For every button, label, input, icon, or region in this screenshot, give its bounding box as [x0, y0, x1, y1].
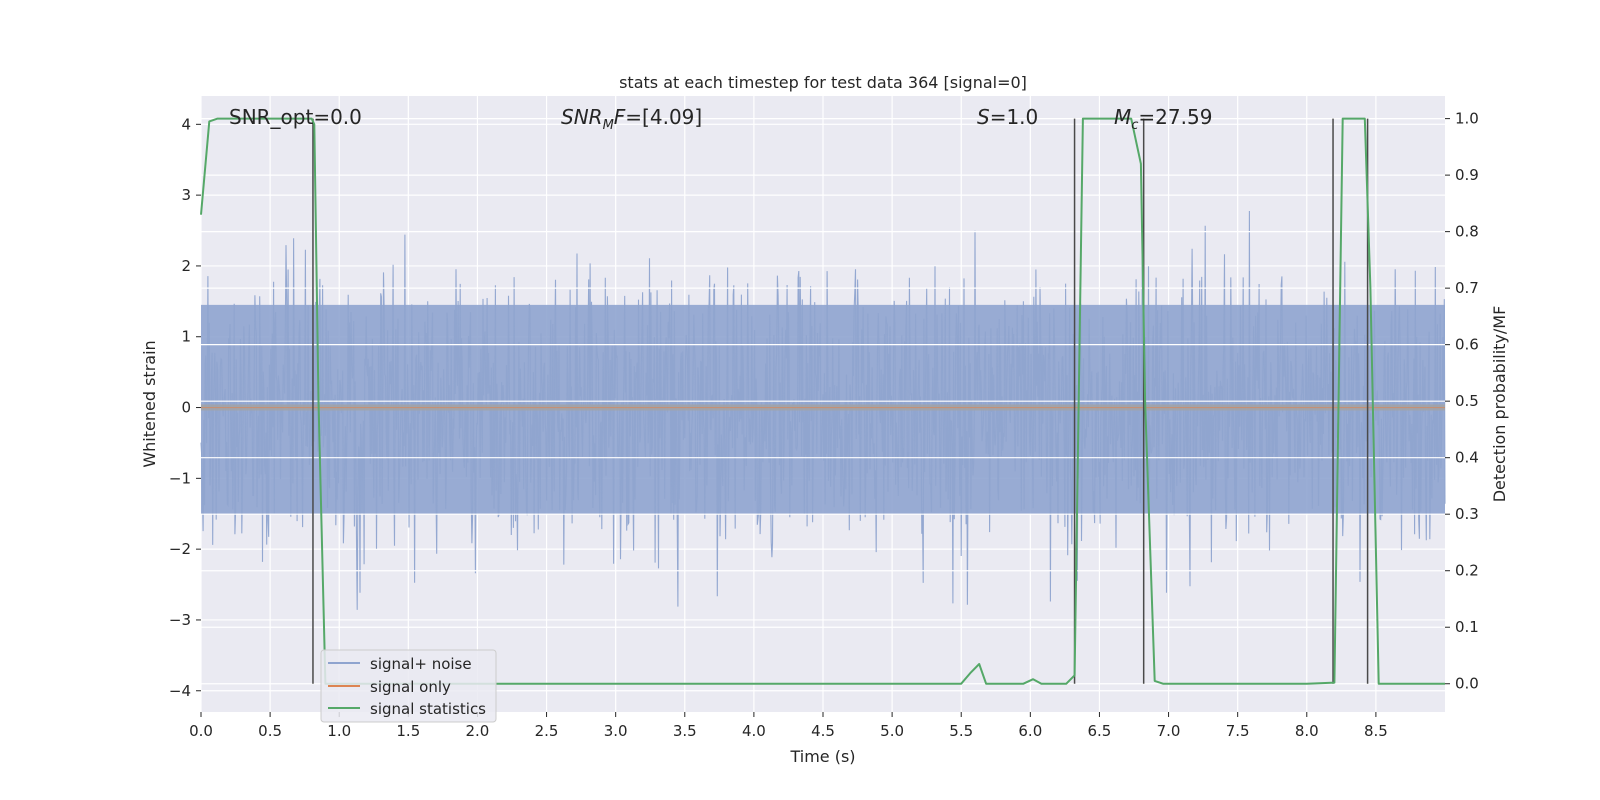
y-tick-label-right: 0.3 [1455, 505, 1479, 523]
x-tick-label: 0.5 [258, 722, 282, 740]
annotation-snr-mf-prefix: SNR [561, 105, 603, 129]
legend-label-signal-noise: signal+ noise [370, 655, 472, 673]
x-tick-label: 7.5 [1226, 722, 1250, 740]
y-tick-label-right: 0.7 [1455, 279, 1479, 297]
x-tick-label: 3.0 [604, 722, 628, 740]
y-tick-label-right: 0.2 [1455, 562, 1479, 580]
legend: signal+ noise signal only signal statist… [320, 649, 497, 723]
y-axis-label-right: Detection probability/MF [1490, 306, 1509, 503]
x-tick-label: 8.0 [1295, 722, 1319, 740]
annotation-s-prefix: S [977, 105, 990, 129]
y-tick-label-left: 0 [181, 399, 191, 417]
y-tick-label-right: 0.5 [1455, 392, 1479, 410]
x-tick-label: 4.0 [742, 722, 766, 740]
x-tick-label: 6.0 [1018, 722, 1042, 740]
x-tick-label: 7.0 [1157, 722, 1181, 740]
legend-box [320, 649, 497, 723]
series-signal-statistics [200, 117, 1445, 685]
y-tick-label-right: 0.0 [1455, 675, 1479, 693]
y-tick-label-left: −1 [169, 469, 191, 487]
annotation-s-suffix: =1.0 [990, 105, 1039, 129]
y-tick-label-right: 0.8 [1455, 223, 1479, 241]
x-tick-label: 2.5 [535, 722, 559, 740]
y-tick-label-left: −4 [169, 682, 191, 700]
annotation-snr-mf: SNRMF=[4.09] [561, 105, 702, 133]
x-tick-labels: 0.0 0.5 1.0 1.5 2.0 2.5 3.0 3.5 4.0 4.5 5.0 5.5 6.0 6… [189, 712, 1388, 740]
y-tick-label-left: −2 [169, 540, 191, 558]
x-tick-label: 0.0 [189, 722, 213, 740]
annotation-mc-sub: c [1131, 118, 1138, 133]
annotation-snr-mf-sub: M [603, 118, 614, 133]
annotation-snr-opt: SNR_opt=0.0 [229, 105, 362, 129]
x-tick-label: 2.0 [466, 722, 490, 740]
annotation-snr-mf-mid: F [614, 105, 626, 129]
x-tick-label: 4.5 [811, 722, 835, 740]
annotation-mc-prefix: M [1114, 105, 1131, 129]
y-tick-label-left: −3 [169, 611, 191, 629]
legend-label-signal-statistics: signal statistics [370, 700, 486, 718]
annotation-mc: Mc=27.59 [1114, 105, 1212, 133]
x-axis-label: Time (s) [789, 747, 855, 766]
annotation-s: S=1.0 [977, 105, 1038, 129]
y-axis-label-left: Whitened strain [140, 340, 159, 467]
x-tick-label: 1.0 [327, 722, 351, 740]
signal-statistics-line [200, 117, 1445, 685]
x-tick-label: 3.5 [673, 722, 697, 740]
chart-title: stats at each timestep for test data 364… [619, 73, 1027, 92]
y-tick-label-right: 0.9 [1455, 166, 1479, 184]
y-tick-label-left: 2 [181, 257, 191, 275]
y-tick-label-left: 4 [181, 115, 191, 133]
y-tick-label-right: 0.1 [1455, 618, 1479, 636]
y-tick-label-left: 1 [181, 328, 191, 346]
legend-label-signal-only: signal only [370, 678, 451, 696]
y-tick-label-right: 0.4 [1455, 449, 1479, 467]
annotation-mc-suffix: =27.59 [1138, 105, 1212, 129]
y-tick-label-right: 1.0 [1455, 110, 1479, 128]
series-signal-noise [200, 210, 1446, 610]
x-tick-label: 5.0 [880, 722, 904, 740]
x-tick-label: 6.5 [1088, 722, 1112, 740]
x-tick-label: 5.5 [949, 722, 973, 740]
y-tick-labels-left: 4 3 2 1 0 −1 −2 −3 −4 [169, 115, 201, 700]
annotation-snr-mf-suffix: =[4.09] [625, 105, 702, 129]
y-tick-label-left: 3 [181, 186, 191, 204]
x-tick-label: 8.5 [1364, 722, 1388, 740]
x-tick-label: 1.5 [396, 722, 420, 740]
y-tick-label-right: 0.6 [1455, 336, 1479, 354]
y-tick-labels-right: 1.0 0.9 0.8 0.7 0.6 0.5 0.4 0.3 0.2 0.1 0.0 [1445, 110, 1479, 693]
